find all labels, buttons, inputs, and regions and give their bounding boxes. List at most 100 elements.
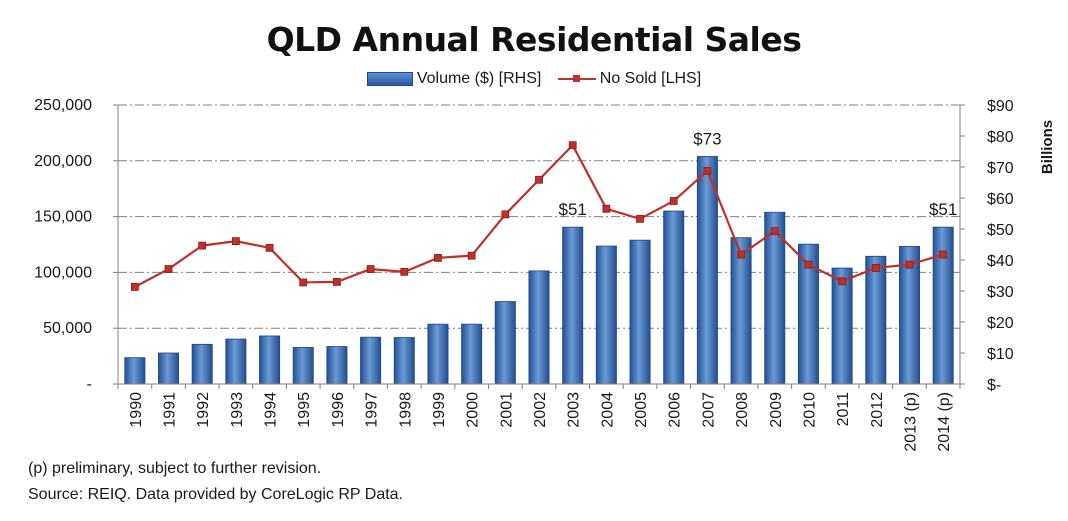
right-tick-label: $60 [987,191,1014,208]
x-tick-label: 1994 [263,392,280,428]
line-point [501,210,510,219]
x-tick-label: 1999 [431,392,448,428]
x-tick-label: 2004 [599,392,616,428]
x-tick-label: 1993 [229,392,246,428]
line-point [265,243,274,252]
line-point [636,214,644,223]
right-tick-label: $- [987,377,1001,394]
x-tick-label: 2011 [835,392,852,427]
x-tick-label: 2006 [667,392,684,428]
chart-title: QLD Annual Residential Sales [266,20,802,59]
x-tick-label: 2008 [734,392,751,428]
left-tick-label: - [87,376,92,393]
line-point [838,277,847,286]
data-label: $51 [558,200,586,219]
legend-item-no-sold: No Sold [LHS] [557,70,702,88]
x-tick-label: 1990 [128,392,145,428]
x-tick-label: 1995 [296,392,313,428]
legend-line-swatch [557,73,596,85]
right-tick-label: $30 [987,284,1014,301]
right-tick-label: $70 [987,160,1014,177]
line-point [703,166,712,175]
line-point [130,283,139,291]
x-tick-label: 2005 [633,392,650,428]
bar [629,239,651,385]
x-tick-label: 2012 [869,392,886,428]
x-tick-label: 1997 [364,392,381,428]
x-tick-label: 2007 [700,392,717,428]
x-tick-label: 2002 [532,392,549,428]
bar [427,323,449,385]
bar [326,346,348,385]
bar [595,245,617,385]
bar [292,347,314,385]
line-point [602,204,611,213]
bar [865,255,887,385]
bar [360,336,382,385]
line-point [568,141,577,150]
bar [461,323,483,385]
right-axis-title: Billions [1039,120,1056,174]
line-point [434,253,442,262]
bar [393,337,415,385]
data-label: $51 [929,200,957,219]
line-point [400,267,409,276]
x-tick-label: 2013 (p) [902,392,919,452]
x-tick-label: 1991 [162,392,179,428]
x-tick-label: 2014 (p) [936,392,953,452]
line-point [198,241,207,250]
line-point [939,250,948,259]
line-point [299,278,308,287]
line-point [467,251,476,260]
line-point [669,197,678,205]
line-no-sold [134,143,944,288]
x-tick-label: 2003 [566,392,583,428]
left-tick-label: 200,000 [34,153,92,170]
x-tick-label: 2010 [801,392,818,428]
legend-label-no-sold: No Sold [LHS] [599,70,702,87]
right-tick-label: $80 [987,129,1014,146]
line-point [535,175,543,184]
x-tick-label: 1996 [330,392,347,428]
left-tick-label: 100,000 [34,264,92,281]
x-tick-label: 1998 [397,392,414,428]
right-tick-label: $50 [987,222,1014,239]
left-tick-label: 150,000 [34,209,92,226]
x-tick-label: 2009 [768,392,785,428]
bar [124,357,146,385]
right-tick-label: $90 [987,98,1014,115]
legend: Volume ($) [RHS] No Sold [LHS] [0,70,1068,88]
bar [225,338,247,385]
right-tick-label: $40 [987,253,1014,270]
right-tick-label: $20 [987,315,1014,332]
bar [730,237,752,385]
line-point [333,277,341,286]
line-point [905,260,914,269]
left-tick-label: 250,000 [34,97,92,114]
bar [494,301,516,385]
bar [663,210,685,385]
bar [562,226,584,385]
legend-item-volume: Volume ($) [RHS] [366,70,542,88]
line-point [737,250,745,259]
footnote-source: Source: REIQ. Data provided by CoreLogic… [28,486,403,503]
bar [259,335,281,385]
x-tick-label: 2000 [465,392,482,428]
legend-label-volume: Volume ($) [RHS] [416,70,542,87]
line-point [804,260,813,269]
x-tick-label: 2001 [498,392,515,428]
bar [158,352,180,385]
data-label: $73 [693,129,721,148]
left-tick-label: 50,000 [43,320,92,337]
right-tick-label: $10 [987,346,1014,363]
line-point [164,265,173,273]
legend-bar-swatch [366,72,413,86]
line-point [871,264,880,272]
bar [191,343,213,385]
line-point [231,237,240,246]
x-tick-label: 1992 [195,392,212,428]
line-point [366,265,375,273]
bar [528,270,550,385]
bar [831,267,853,385]
